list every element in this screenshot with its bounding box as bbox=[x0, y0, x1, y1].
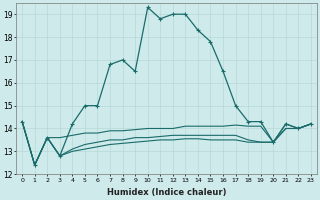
X-axis label: Humidex (Indice chaleur): Humidex (Indice chaleur) bbox=[107, 188, 226, 197]
